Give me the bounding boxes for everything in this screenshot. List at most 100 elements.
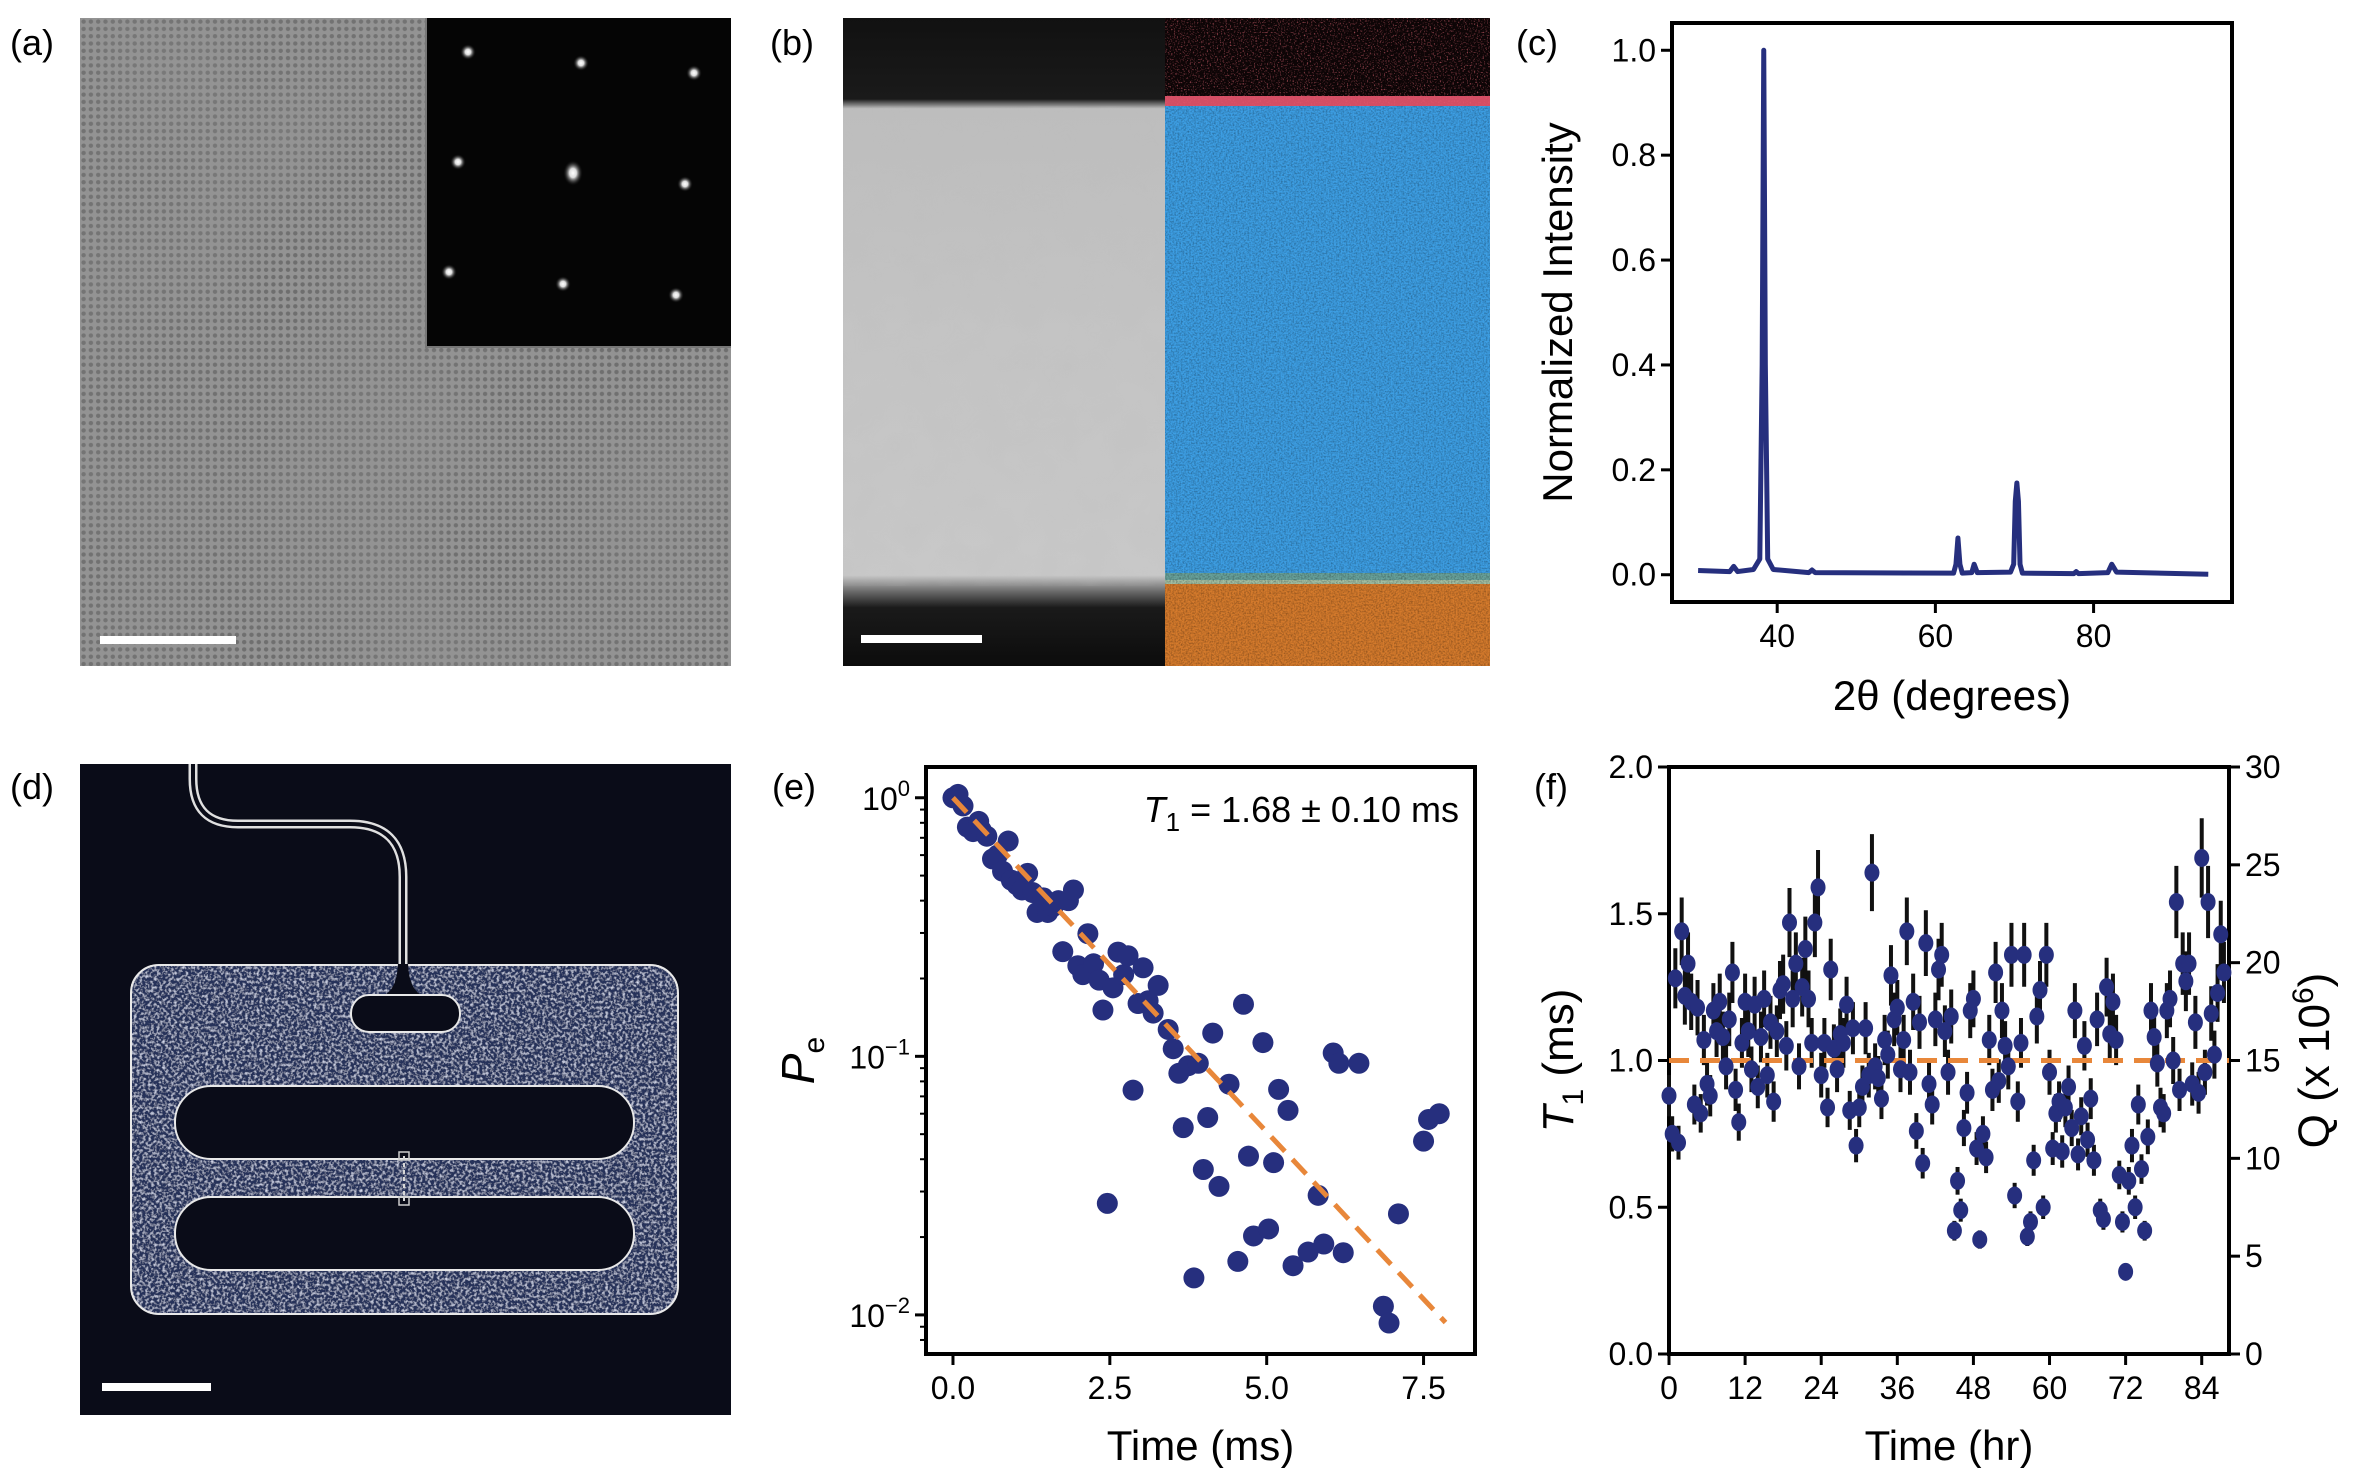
data-point — [1328, 1052, 1350, 1074]
data-point — [2118, 1262, 2134, 1281]
data-point — [2086, 1151, 2102, 1170]
data-point — [1823, 960, 1839, 979]
data-point — [2064, 1119, 2080, 1138]
diffraction-pattern — [441, 44, 702, 303]
y-axis-label-unit: (ms) — [1534, 989, 1583, 1089]
data-point — [1769, 1022, 1785, 1041]
data-point — [2013, 1033, 2029, 1052]
data-point — [1785, 989, 1801, 1008]
data-point — [1975, 1124, 1991, 1143]
data-point — [1870, 1069, 1886, 1088]
data-point — [1728, 1080, 1744, 1099]
x-tick-label: 60 — [2032, 1370, 2068, 1406]
y2-axis-label-sup: 6 — [2287, 987, 2320, 1004]
data-point — [2010, 1092, 2026, 1111]
data-point — [1965, 989, 1981, 1008]
y-axis-label-main: P — [772, 1053, 824, 1084]
data-point — [1813, 1066, 1829, 1085]
data-point — [1227, 1250, 1249, 1272]
data-point — [1387, 1203, 1409, 1225]
data-point — [2089, 1010, 2105, 1029]
panel-label-a: (a) — [10, 22, 54, 63]
y-tick-label: 100 — [862, 776, 910, 817]
data-point — [1981, 1030, 1997, 1049]
x-tick-label: 84 — [2184, 1370, 2220, 1406]
data-point — [1937, 1022, 1953, 1041]
data-point — [2121, 1171, 2137, 1190]
device-graphic — [130, 764, 679, 1315]
data-point — [2149, 1054, 2165, 1073]
data-point — [2165, 1051, 2181, 1070]
data-point — [1978, 1148, 1994, 1167]
data-point — [2026, 1151, 2042, 1170]
data-point — [1232, 993, 1254, 1015]
data-point — [2206, 1045, 2222, 1064]
data-point — [2172, 1080, 2188, 1099]
panel-label-e: (e) — [772, 766, 816, 807]
panel-label-d: (d) — [10, 766, 54, 807]
data-point — [1413, 1130, 1435, 1152]
y2-tick-label: 5 — [2245, 1238, 2263, 1274]
y2-tick-label: 25 — [2245, 847, 2281, 883]
data-point — [1912, 1013, 1928, 1032]
data-point — [2099, 978, 2115, 997]
x-axis-label: Time (hr) — [1865, 1422, 2034, 1468]
data-point — [1702, 1086, 1718, 1105]
data-point — [1848, 1136, 1864, 1155]
data-point — [1756, 989, 1772, 1008]
data-point — [1781, 913, 1797, 932]
map-noise — [1165, 106, 1490, 666]
data-point — [2146, 1028, 2162, 1047]
data-point — [1940, 1063, 1956, 1082]
diffraction-spot — [460, 44, 476, 60]
data-point — [2105, 992, 2121, 1011]
data-point — [1062, 879, 1084, 901]
diffraction-spot — [668, 287, 684, 303]
data-point — [1988, 963, 2004, 982]
y-tick-label: 0.5 — [1609, 1189, 1653, 1225]
data-point — [1946, 1221, 1962, 1240]
data-point — [1804, 1033, 1820, 1052]
scale-bar — [861, 635, 982, 643]
data-point — [1661, 1086, 1677, 1105]
x-tick-label: 24 — [1803, 1370, 1839, 1406]
data-point — [2213, 925, 2229, 944]
data-point — [1918, 934, 1934, 953]
data-point — [1921, 1074, 1937, 1093]
data-point — [2073, 1107, 2089, 1126]
data-point — [2143, 1001, 2159, 1020]
data-point — [2181, 954, 2197, 973]
t1-annotation: T1 = 1.68 ± 0.10 ms — [1144, 789, 1459, 837]
data-point — [2019, 1227, 2035, 1246]
data-point — [1712, 992, 1728, 1011]
data-point — [1908, 1121, 1924, 1140]
data-point — [2162, 989, 2178, 1008]
data-point — [1829, 1060, 1845, 1079]
data-point — [2076, 1036, 2092, 1055]
data-point — [1197, 1106, 1219, 1128]
junction-lead — [398, 1151, 410, 1161]
feedline-flare — [380, 960, 426, 997]
axes-frame — [924, 765, 1477, 1356]
data-point — [1943, 1007, 1959, 1026]
data-point — [2054, 1142, 2070, 1161]
y-axis-label: T1 (ms) — [1534, 989, 1590, 1133]
lattice-micrograph — [80, 18, 731, 666]
map-interface-layer — [1165, 96, 1490, 108]
y2-axis-label-main: Q (x 10 — [2290, 1004, 2339, 1148]
diffraction-spot — [450, 154, 466, 170]
data-point — [1268, 1078, 1290, 1100]
x-tick-label: 72 — [2108, 1370, 2144, 1406]
diffraction-spot — [677, 176, 693, 192]
data-point — [1994, 1001, 2010, 1020]
data-point — [1690, 998, 1706, 1017]
data-point — [1934, 945, 1950, 964]
x-tick-label: 0.0 — [931, 1370, 975, 1406]
data-point — [2067, 1001, 2083, 1020]
data-point — [1258, 1218, 1280, 1240]
y-tick-label: 10−1 — [849, 1034, 910, 1075]
exponential-fit-line — [951, 796, 1448, 1325]
data-point — [1092, 999, 1114, 1021]
data-point — [1693, 1104, 1709, 1123]
diffraction-spot — [441, 264, 457, 280]
